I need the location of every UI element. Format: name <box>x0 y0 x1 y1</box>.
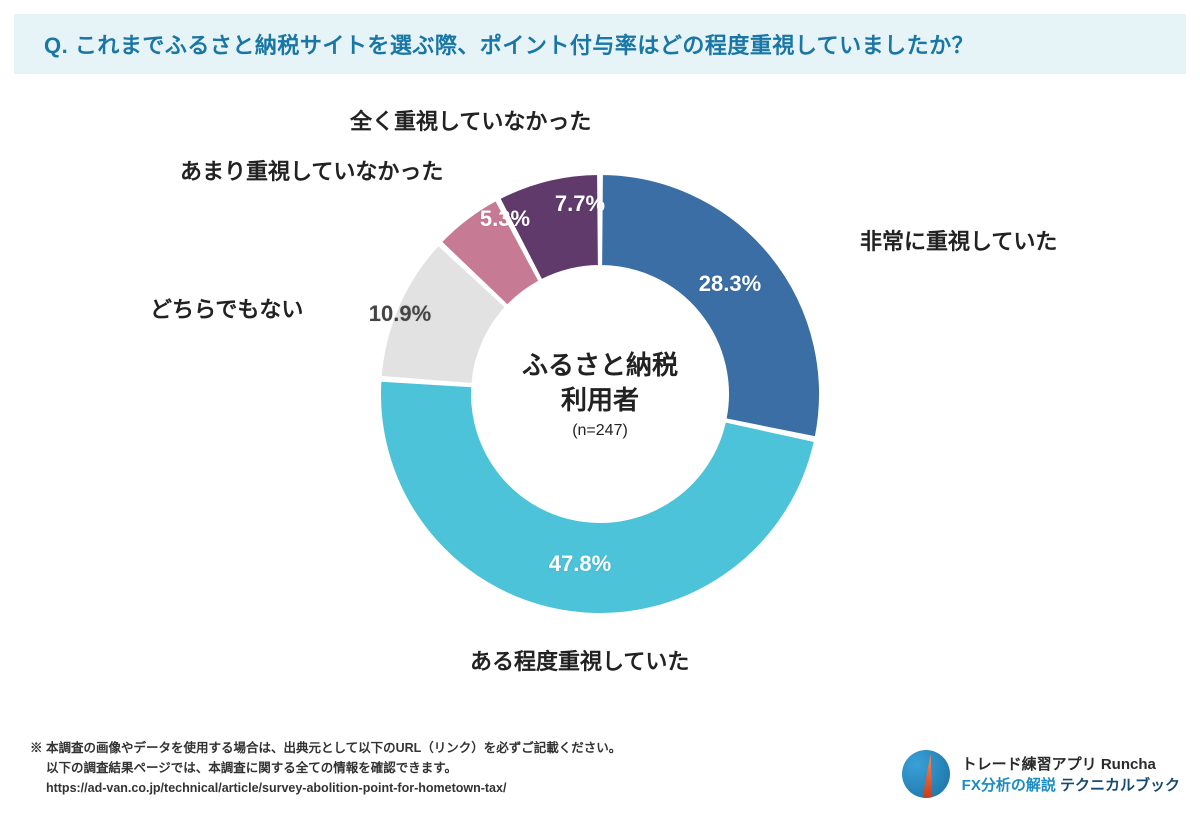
segment-label-1: ある程度重視していた <box>470 644 689 676</box>
segment-label-0: 非常に重視していた <box>860 224 1057 256</box>
pct-label-2: 10.9% <box>369 301 431 327</box>
brand: トレード練習アプリ Runcha FX分析の解説 テクニカルブック <box>902 750 1180 798</box>
footer: ※ 本調査の画像やデータを使用する場合は、出典元として以下のURL（リンク）を必… <box>0 728 1200 814</box>
footnote-line3: https://ad-van.co.jp/technical/article/s… <box>30 778 621 798</box>
segment-label-2: どちらでもない <box>150 292 303 324</box>
question-title: Q. これまでふるさと納税サイトを選ぶ際、ポイント付与率はどの程度重視していまし… <box>44 28 1156 60</box>
brand-line2: FX分析の解説 テクニカルブック <box>962 774 1180 795</box>
question-title-bar: Q. これまでふるさと納税サイトを選ぶ際、ポイント付与率はどの程度重視していまし… <box>14 14 1186 74</box>
pct-label-0: 28.3% <box>699 271 761 297</box>
pct-label-3: 5.3% <box>480 206 530 232</box>
brand-line1: トレード練習アプリ Runcha <box>962 753 1180 774</box>
footnote-line1: ※ 本調査の画像やデータを使用する場合は、出典元として以下のURL（リンク）を必… <box>30 738 621 758</box>
brand-icon <box>902 750 950 798</box>
pct-label-4: 7.7% <box>555 191 605 217</box>
center-title-line1: ふるさと納税 <box>475 348 725 383</box>
chart-center-label: ふるさと納税 利用者 (n=247) <box>475 348 725 440</box>
segment-label-3: あまり重視していなかった <box>180 154 443 186</box>
brand-line2-tb: テクニカルブック <box>1056 777 1180 794</box>
center-sub: (n=247) <box>475 422 725 440</box>
brand-line2-fx: FX分析の解説 <box>962 777 1056 794</box>
footnote: ※ 本調査の画像やデータを使用する場合は、出典元として以下のURL（リンク）を必… <box>30 738 621 798</box>
pct-label-1: 47.8% <box>549 551 611 577</box>
footnote-line2: 以下の調査結果ページでは、本調査に関する全ての情報を確認できます。 <box>30 758 621 778</box>
brand-text: トレード練習アプリ Runcha FX分析の解説 テクニカルブック <box>962 753 1180 795</box>
segment-label-4: 全く重視していなかった <box>350 104 591 136</box>
chart-area: ふるさと納税 利用者 (n=247) 28.3% 47.8% 10.9% 5.3… <box>0 74 1200 714</box>
center-title-line2: 利用者 <box>475 383 725 418</box>
